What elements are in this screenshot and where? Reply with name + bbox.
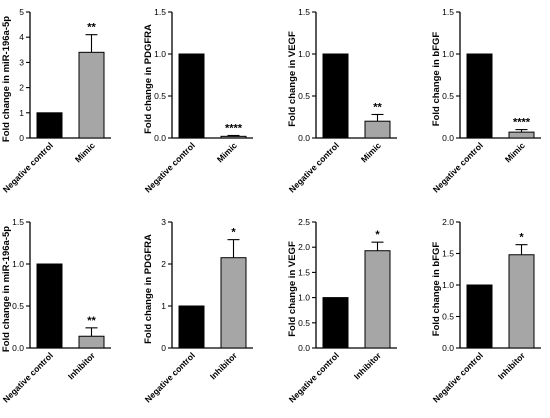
y-tick-label: 1.0 [442,49,454,59]
y-tick-label: 1.0 [154,49,166,59]
x-category-label: Negative control [1,350,55,404]
bar [322,297,349,349]
x-category-label: Mimic [359,140,383,164]
bar [220,257,247,349]
x-category-label: Inhibitor [496,350,528,382]
y-tick-label: 0.5 [12,301,24,311]
y-tick-label: 1.5 [12,217,24,227]
y-tick-label: 2.0 [298,242,310,252]
x-category-label: Mimic [215,140,239,164]
y-tick-label: 1.0 [298,49,310,59]
bar [220,135,247,139]
bar [36,112,63,139]
y-axis-label: Fold change in VEGF [287,241,298,337]
y-tick-label: 0.0 [298,343,310,353]
y-tick-label: 0.0 [298,133,310,143]
y-tick-label: 2.0 [442,217,454,227]
y-tick-label: 1.5 [442,249,454,259]
bar [364,120,391,139]
y-tick-label: 4 [19,32,24,42]
y-tick-label: 0.5 [154,91,166,101]
y-tick-label: 1.5 [442,7,454,17]
y-tick-label: 0.5 [298,91,310,101]
y-tick-label: 0 [19,133,24,143]
bar [322,53,349,139]
y-tick-label: 0.5 [298,318,310,328]
y-axis-label: Fold change in bFGF [431,242,442,337]
y-tick-label: 1.5 [298,7,310,17]
y-tick-label: 0.0 [442,133,454,143]
significance-marker: **** [513,117,531,129]
x-category-label: Negative control [287,140,341,194]
y-tick-label: 3 [19,57,24,67]
y-tick-label: 2.5 [298,217,310,227]
y-tick-label: 1 [161,301,166,311]
y-tick-label: 0.0 [154,133,166,143]
x-category-label: Negative control [1,140,55,194]
y-axis-label: Fold change in PDGFRA [143,24,154,134]
bar [466,284,493,349]
x-category-label: Inhibitor [208,350,240,382]
y-axis-label: Fold change in miR-196a-5p [1,226,12,352]
y-tick-label: 3 [161,217,166,227]
bar [466,53,493,139]
bar [508,131,535,139]
y-tick-label: 1.0 [298,293,310,303]
x-category-label: Negative control [431,140,485,194]
y-axis-label: Fold change in bFGF [431,32,442,127]
x-category-label: Inhibitor [66,350,98,382]
x-category-label: Inhibitor [352,350,384,382]
y-tick-label: 2 [161,259,166,269]
x-category-label: Negative control [431,350,485,404]
y-tick-label: 2 [19,83,24,93]
bar [178,305,205,349]
significance-marker: **** [225,122,243,134]
y-tick-label: 0.0 [442,343,454,353]
x-category-label: Negative control [287,350,341,404]
x-category-label: Negative control [143,140,197,194]
bar [36,263,63,349]
x-category-label: Mimic [73,140,97,164]
bar [364,250,391,349]
y-tick-label: 0.5 [442,312,454,322]
significance-marker: * [375,229,380,241]
y-tick-label: 0.0 [12,343,24,353]
significance-marker: ** [87,22,96,34]
significance-marker: * [519,232,524,244]
y-tick-label: 1.0 [442,280,454,290]
x-category-label: Negative control [143,350,197,404]
significance-marker: ** [87,315,96,327]
y-tick-label: 0 [161,343,166,353]
y-tick-label: 0.5 [442,91,454,101]
bar [78,335,105,349]
bar [508,254,535,349]
y-axis-label: Fold change in miR-196a-5p [1,16,12,142]
y-axis-label: Fold change in VEGF [287,31,298,127]
x-category-label: Mimic [503,140,527,164]
significance-marker: * [231,227,236,239]
y-tick-label: 1 [19,108,24,118]
y-tick-label: 1.5 [154,7,166,17]
bar [78,51,105,139]
significance-marker: ** [373,101,382,113]
y-axis-label: Fold change in PDGFRA [143,234,154,344]
bar [178,53,205,139]
y-tick-label: 1.5 [298,267,310,277]
y-tick-label: 5 [19,7,24,17]
y-tick-label: 1.0 [12,259,24,269]
